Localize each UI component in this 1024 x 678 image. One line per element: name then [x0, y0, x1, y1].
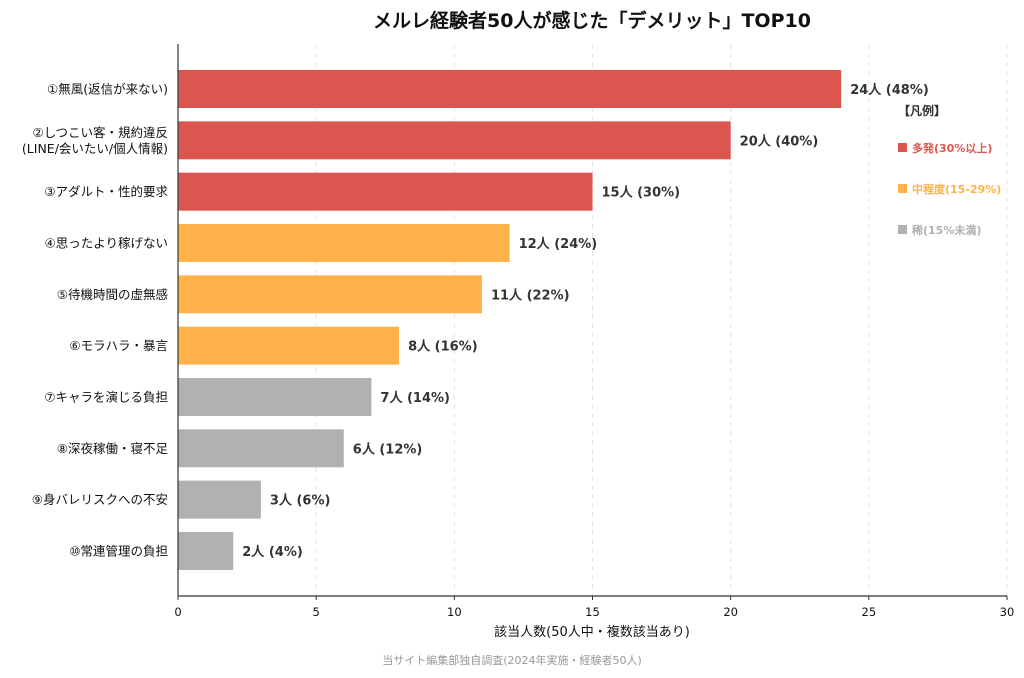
data-label: 24人 (48%) — [850, 82, 929, 98]
category-label: ⑦キャラを演じる負担 — [44, 389, 168, 404]
bar — [178, 223, 510, 262]
category-label: ⑨身バレリスクへの不安 — [32, 492, 168, 507]
x-tick-label: 15 — [585, 605, 600, 619]
source-note: 当サイト編集部独自調査(2024年実施・経験者50人) — [382, 653, 642, 667]
legend-title: 【凡例】 — [898, 103, 946, 118]
data-label: 6人 (12%) — [353, 441, 423, 457]
category-label: ①無風(返信が来ない) — [47, 82, 168, 97]
x-tick-label: 0 — [174, 605, 181, 619]
bar — [178, 377, 372, 416]
legend-swatch — [898, 225, 907, 234]
bar — [178, 70, 842, 108]
category-label: ⑥モラハラ・暴言 — [69, 338, 168, 353]
legend-swatch — [898, 143, 907, 152]
data-label: 7人 (14%) — [380, 390, 450, 406]
x-tick-label: 20 — [723, 605, 738, 619]
chart-title: メルレ経験者50人が感じた「デメリット」TOP10 — [373, 9, 811, 32]
data-label: 20人 (40%) — [740, 133, 819, 149]
data-label: 12人 (24%) — [519, 236, 598, 252]
category-label: ③アダルト・性的要求 — [44, 184, 168, 199]
data-label: 2人 (4%) — [242, 544, 303, 560]
legend-label: 稀(15%未満) — [912, 223, 981, 237]
x-tick-label: 30 — [1000, 605, 1015, 619]
bar — [178, 275, 482, 314]
bar — [178, 121, 731, 160]
category-label: ②しつこい客・規約違反(LINE/会いたい/個人情報) — [22, 125, 168, 156]
category-label: ④思ったより稼げない — [45, 235, 168, 250]
data-label: 11人 (22%) — [491, 287, 570, 303]
x-axis-label: 該当人数(50人中・複数該当あり) — [494, 624, 690, 640]
bars — [178, 70, 842, 570]
legend-label: 中程度(15-29%) — [912, 182, 1001, 196]
data-labels: 24人 (48%) 20人 (40%) 15人 (30%) 12人 (24%) 11人 … — [242, 82, 929, 560]
data-label: 3人 (6%) — [270, 493, 331, 509]
data-label: 15人 (30%) — [602, 185, 681, 201]
bar — [178, 531, 234, 570]
bar — [178, 429, 344, 468]
bar — [178, 480, 261, 519]
x-tick-label: 25 — [862, 605, 877, 619]
bar — [178, 172, 593, 211]
legend-swatch — [898, 184, 907, 193]
legend-label: 多発(30%以上) — [912, 141, 992, 155]
x-tick-label: 5 — [313, 605, 320, 619]
x-tick-label: 10 — [447, 605, 462, 619]
category-label: ⑧深夜稼働・寝不足 — [57, 441, 169, 456]
category-label: ⑤待機時間の虚無感 — [57, 287, 168, 302]
axes — [177, 44, 1008, 600]
category-label: ⑩常連管理の負担 — [69, 543, 168, 558]
legend: 【凡例】 多発(30%以上) 中程度(15-29%) 稀(15%未満) — [898, 103, 1001, 237]
bar — [178, 326, 400, 365]
category-labels: ①無風(返信が来ない) ②しつこい客・規約違反(LINE/会いたい/個人情報) ③ア… — [22, 82, 169, 559]
data-label: 8人 (16%) — [408, 339, 478, 355]
x-tick-labels: 0 5 10 15 20 25 30 — [174, 605, 1014, 619]
